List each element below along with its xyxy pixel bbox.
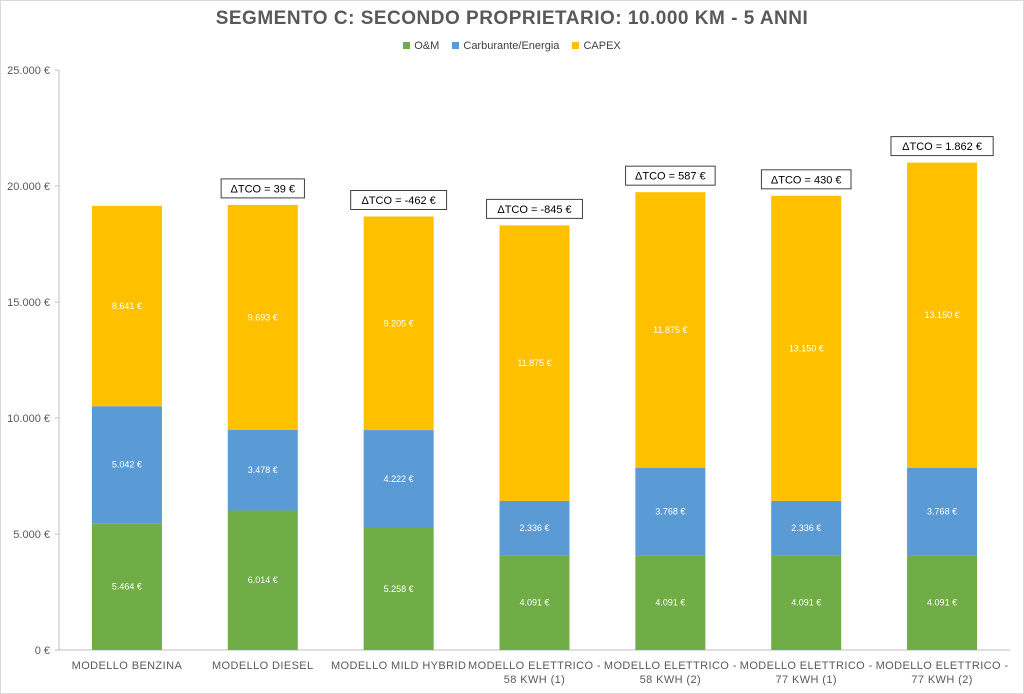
delta-tco-label: ΔTCO = -845 € [497, 204, 571, 216]
legend-item-om: O&M [403, 40, 439, 52]
chart-legend: O&M Carburante/Energia CAPEX [0, 40, 1024, 52]
x-category-label: 58 KWH (2) [640, 674, 701, 686]
chart-title: SEGMENTO C: SECONDO PROPRIETARIO: 10.000… [215, 8, 809, 29]
data-label: 3.768 € [655, 506, 685, 516]
data-label: 3.478 € [248, 465, 278, 475]
data-label: 9.693 € [248, 312, 278, 322]
x-category-label: 77 KWH (1) [775, 674, 836, 686]
bar-segment [499, 555, 570, 650]
bar-segment [91, 523, 162, 650]
bar-segment [771, 500, 842, 556]
delta-tco-box [625, 165, 716, 186]
y-tick-label: 5.000 € [13, 529, 50, 541]
bar-segment [771, 195, 842, 501]
data-label: 13.150 € [789, 343, 824, 353]
delta-tco-label: ΔTCO = 39 € [231, 183, 296, 195]
bar-segment [635, 467, 706, 556]
data-label: 9.205 € [384, 318, 414, 328]
bar-segment [91, 406, 162, 524]
legend-swatch-carburante-energia [452, 42, 460, 49]
bar-segment [907, 467, 978, 556]
bar-segment [771, 555, 842, 650]
delta-tco-label: ΔTCO = 1.862 € [902, 141, 982, 153]
data-label: 2.336 € [519, 523, 549, 533]
x-category-label: MODELLO ELETTRICO - [876, 660, 1009, 672]
x-category-label: MODELLO ELETTRICO - [468, 660, 601, 672]
legend-item-capex: CAPEX [572, 40, 621, 52]
bar-segment [907, 162, 978, 468]
legend-label-om: O&M [414, 40, 440, 52]
y-tick-label: 15.000 € [7, 297, 50, 309]
data-label: 4.091 € [519, 598, 549, 608]
y-tick-label: 0 € [35, 645, 50, 657]
data-label: 4.091 € [655, 598, 685, 608]
bar-segment [363, 528, 434, 650]
bar-segment [635, 192, 706, 468]
data-label: 5.464 € [112, 582, 142, 592]
x-category-label: MODELLO MILD HYBRID [331, 660, 466, 672]
data-label: 13.150 € [925, 310, 960, 320]
bar-segment [499, 500, 570, 556]
bar-segment [227, 204, 298, 430]
delta-tco-box [486, 198, 583, 219]
delta-tco-box [350, 190, 448, 211]
data-label: 5.042 € [112, 460, 142, 470]
legend-label-carburante-energia: Carburante/Energia [463, 40, 560, 52]
data-label: 3.768 € [927, 506, 957, 516]
bar-segment [499, 225, 570, 501]
delta-tco-box [220, 178, 305, 199]
data-label: 6.014 € [248, 575, 278, 585]
x-category-label: 58 KWH (1) [504, 674, 565, 686]
data-label: 11.875 € [517, 358, 551, 368]
x-category-label: 77 KWH (2) [911, 674, 972, 686]
bar-segment [91, 205, 162, 407]
x-category-label: MODELLO ELETTRICO - [604, 660, 737, 672]
data-label: 4.222 € [384, 474, 414, 484]
x-category-label: MODELLO BENZINA [72, 660, 183, 672]
data-label: 11.875 € [653, 325, 687, 335]
bar-segment [363, 430, 434, 529]
y-tick-label: 10.000 € [7, 413, 50, 425]
bar-segment [227, 429, 298, 511]
y-tick-label: 25.000 € [7, 65, 50, 77]
y-tick-label: 20.000 € [7, 181, 50, 193]
delta-tco-box [760, 169, 852, 190]
x-category-label: MODELLO ELETTRICO - [740, 660, 873, 672]
delta-tco-label: ΔTCO = 430 € [771, 174, 842, 186]
bar-segment [227, 510, 298, 650]
legend-label-capex: CAPEX [583, 40, 621, 52]
bar-segment [635, 555, 706, 650]
legend-swatch-capex [572, 42, 580, 49]
bar-segment [363, 216, 434, 431]
data-label: 4.091 € [927, 598, 957, 608]
legend-swatch-om [403, 42, 411, 49]
data-label: 2.336 € [791, 523, 821, 533]
data-label: 4.091 € [791, 598, 821, 608]
bar-segment [907, 555, 978, 650]
data-label: 5.258 € [384, 584, 414, 594]
legend-item-carburante-energia: Carburante/Energia [452, 40, 559, 52]
delta-tco-label: ΔTCO = 587 € [635, 171, 706, 183]
data-label: 8.641 € [112, 301, 142, 311]
delta-tco-box [890, 136, 994, 157]
x-category-label: MODELLO DIESEL [212, 660, 314, 672]
delta-tco-label: ΔTCO = -462 € [361, 195, 435, 207]
